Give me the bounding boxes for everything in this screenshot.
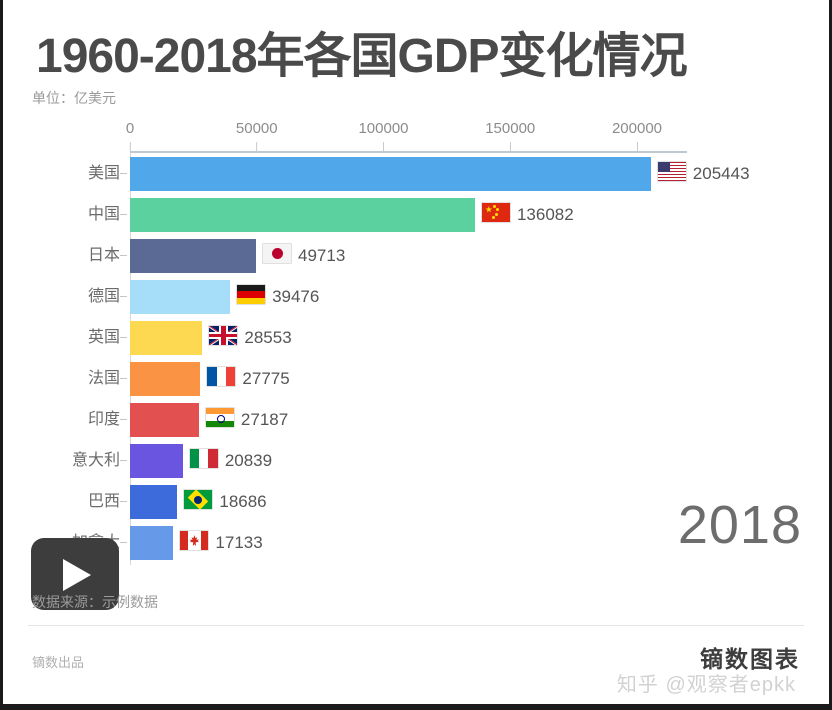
bar-row-tick	[120, 460, 127, 461]
x-axis: 0 50000 100000 150000 200000	[0, 120, 832, 162]
it-flag	[188, 448, 219, 469]
plot-area: 0 50000 100000 150000 200000 美国 205443 中国 13608…	[0, 120, 832, 580]
cn-flag	[480, 202, 511, 223]
bar-row[interactable]: 日本 49713	[0, 235, 832, 276]
x-axis-tick-mark	[636, 142, 638, 151]
footer-divider	[28, 625, 804, 626]
br-flag	[183, 489, 214, 510]
bar-value-label: 39476	[272, 287, 320, 306]
bar-row[interactable]: 德国 39476	[0, 276, 832, 317]
bar-row[interactable]: 印度 27187	[0, 399, 832, 440]
x-axis-tick-label: 100000	[358, 120, 409, 137]
bar-category-label: 德国	[87, 288, 120, 305]
left-edge-bar	[0, 0, 3, 710]
de-flag	[236, 284, 267, 305]
x-axis-tick-mark	[509, 142, 511, 151]
x-axis-tick-label: 0	[125, 120, 135, 137]
brand-name: 镝数图表	[700, 647, 800, 672]
bar-value-label: 20839	[224, 451, 273, 470]
bar-row[interactable]: 法国 27775	[0, 358, 832, 399]
x-axis-tick-mark	[129, 142, 131, 151]
bar-value-label: 49713	[298, 246, 346, 265]
x-axis-tick: 150000	[485, 120, 535, 151]
bar-rect[interactable]	[130, 239, 257, 273]
bar-category-label: 英国	[87, 329, 120, 346]
chart-unit-subtitle: 单位：亿美元	[32, 90, 116, 106]
x-axis-tick-mark	[256, 142, 258, 151]
bar-category-label: 日本	[87, 247, 120, 264]
bar-value-label: 27187	[240, 410, 289, 429]
bar-row[interactable]: 中国 136082	[0, 194, 832, 235]
bar-row-tick	[120, 378, 127, 379]
x-axis-tick-label: 150000	[485, 120, 536, 137]
y-axis-line	[130, 153, 131, 565]
ca-flag	[179, 530, 210, 551]
bar-row[interactable]: 意大利 20839	[0, 440, 832, 481]
play-button[interactable]	[31, 538, 119, 610]
bar-category-label: 美国	[87, 165, 120, 182]
x-axis-line	[130, 151, 687, 153]
us-flag	[656, 161, 687, 182]
bar-row-tick	[120, 214, 127, 215]
watermark: 知乎 @观察者epkk	[616, 674, 796, 696]
bar-value-label: 17133	[215, 533, 263, 552]
bottom-edge-bar	[0, 704, 832, 710]
bar-row-tick	[120, 542, 127, 543]
bar-rect[interactable]	[130, 198, 475, 232]
footer-credit: 镝数出品	[32, 655, 85, 670]
x-axis-tick: 0	[126, 120, 134, 151]
x-axis-tick-label: 50000	[235, 120, 278, 137]
bar-row-tick	[120, 501, 127, 502]
bar-value-label: 28553	[244, 328, 292, 347]
bar-row[interactable]: 美国 205443	[0, 153, 832, 194]
bar-category-label: 印度	[87, 411, 120, 428]
bar-row-tick	[120, 255, 127, 256]
play-icon	[63, 559, 91, 591]
x-axis-tick-mark	[383, 142, 384, 151]
x-axis-tick: 200000	[612, 120, 662, 151]
page-title: 1960-2018年各国GDP变化情况	[36, 30, 688, 83]
fr-flag	[206, 366, 237, 387]
x-axis-tick: 100000	[358, 120, 409, 151]
bar-rect[interactable]	[130, 321, 203, 355]
bar-category-label: 巴西	[87, 493, 120, 510]
bar-rect[interactable]	[130, 362, 201, 396]
right-edge-bar	[829, 0, 832, 710]
bar-row-tick	[120, 173, 127, 174]
data-source-text: 数据来源：示例数据	[32, 594, 158, 610]
gb-flag	[208, 325, 239, 346]
bar-value-label: 27775	[242, 369, 290, 388]
x-axis-tick-label: 200000	[611, 120, 663, 137]
bar-category-label: 法国	[87, 370, 120, 387]
bar-rect[interactable]	[130, 280, 231, 314]
bar-rect[interactable]	[130, 485, 178, 519]
year-display: 2018	[677, 495, 802, 555]
bar-row[interactable]: 巴西 18686	[0, 481, 832, 522]
bar-row-tick	[120, 296, 127, 297]
jp-flag	[262, 243, 293, 264]
bar-row-tick	[120, 419, 127, 420]
bar-rect[interactable]	[130, 526, 174, 560]
bar-value-label: 18686	[219, 492, 267, 511]
bar-value-label: 136082	[516, 205, 574, 224]
bar-category-label: 意大利	[71, 452, 120, 469]
bar-row-tick	[120, 337, 127, 338]
bar-row[interactable]: 英国 28553	[0, 317, 832, 358]
bar-rect[interactable]	[130, 444, 183, 478]
bar-rect[interactable]	[130, 403, 199, 437]
x-axis-tick: 50000	[236, 120, 278, 151]
in-flag	[204, 407, 235, 428]
bar-value-label: 205443	[692, 164, 750, 183]
bar-rect[interactable]	[130, 157, 651, 191]
bar-category-label: 中国	[87, 206, 120, 223]
